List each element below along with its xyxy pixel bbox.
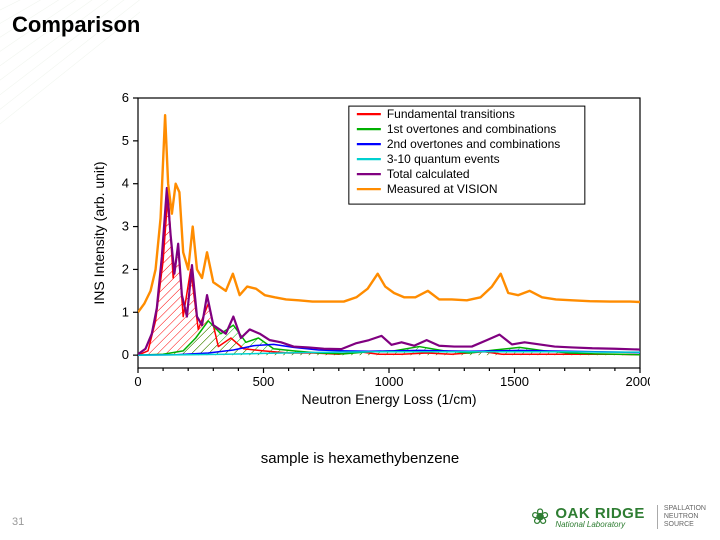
svg-text:0: 0 (122, 347, 129, 362)
leaf-icon: ❀ (531, 504, 549, 530)
svg-text:Fundamental transitions: Fundamental transitions (387, 107, 515, 121)
footer-logo: ❀ OAK RIDGE National Laboratory SPALLATI… (531, 504, 706, 530)
page-number: 31 (12, 516, 24, 528)
svg-text:1: 1 (122, 304, 129, 319)
svg-text:Total calculated: Total calculated (387, 167, 470, 181)
svg-text:5: 5 (122, 133, 129, 148)
ins-spectrum-chart: 0 500 1000 1500 2000 0 1 2 3 4 5 6 Neutron Energy Lo… (90, 90, 650, 410)
svg-text:1500: 1500 (500, 374, 529, 389)
svg-text:INS Intensity (arb. unit): INS Intensity (arb. unit) (91, 161, 107, 304)
svg-text:2nd overtones and combinations: 2nd overtones and combinations (387, 137, 560, 151)
brand-sub: National Laboratory (555, 521, 645, 529)
svg-text:0: 0 (134, 374, 141, 389)
svg-text:1000: 1000 (375, 374, 404, 389)
svg-text:3-10 quantum events: 3-10 quantum events (387, 152, 500, 166)
svg-text:Measured at VISION: Measured at VISION (387, 182, 498, 196)
svg-text:2: 2 (122, 261, 129, 276)
slide-title: Comparison (12, 12, 140, 38)
svg-text:4: 4 (122, 176, 129, 191)
chart-svg: 0 500 1000 1500 2000 0 1 2 3 4 5 6 Neutron Energy Lo… (90, 90, 650, 410)
svg-text:500: 500 (253, 374, 275, 389)
svg-text:Neutron Energy Loss (1/cm): Neutron Energy Loss (1/cm) (301, 391, 476, 407)
svg-text:2000: 2000 (626, 374, 650, 389)
svg-text:1st overtones and combinations: 1st overtones and combinations (387, 122, 556, 136)
svg-text:6: 6 (122, 90, 129, 105)
legend: Fundamental transitions1st overtones and… (349, 106, 585, 204)
sns-label: SPALLATIONNEUTRONSOURCE (657, 505, 706, 528)
svg-text:3: 3 (122, 219, 129, 234)
brand-main: OAK RIDGE (555, 506, 645, 521)
chart-caption: sample is hexamethybenzene (0, 450, 720, 467)
